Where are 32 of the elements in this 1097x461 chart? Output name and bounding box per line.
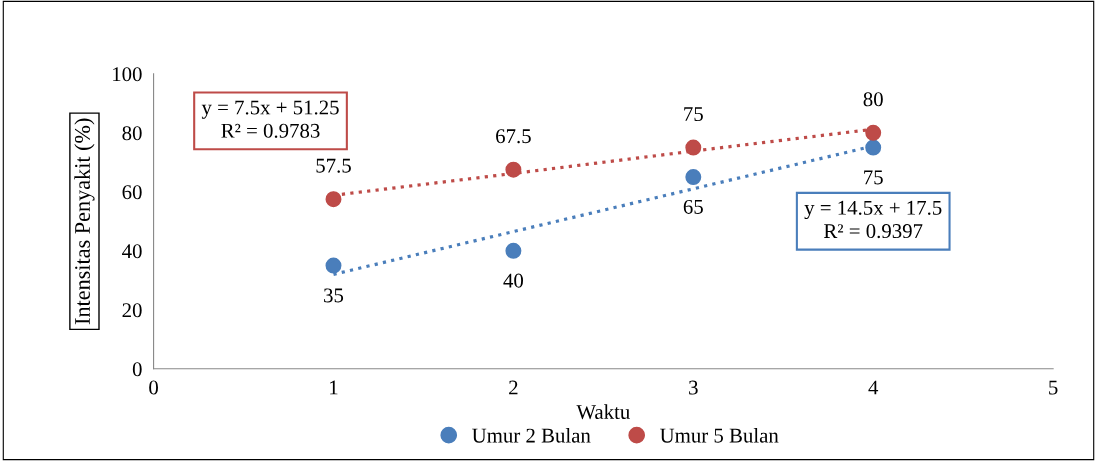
x-tick-label: 1: [330, 380, 338, 395]
y-tick-label: 60: [122, 185, 142, 200]
point: [865, 124, 882, 141]
data-label: 75: [864, 170, 883, 185]
data-label: 67.5: [496, 129, 531, 144]
y-tick-label: 40: [122, 244, 142, 259]
data-label: 75: [684, 107, 703, 122]
data-label: 80: [863, 92, 883, 107]
x-tick-label: 3: [689, 380, 698, 395]
y-axis-title: Intensitas Penyakit (%): [74, 118, 95, 325]
data-label: 65: [683, 199, 703, 214]
y-tick-label: 0: [132, 362, 142, 377]
x-tick-label: 5: [1049, 380, 1058, 395]
point: [325, 257, 342, 274]
data-label: 57.5: [316, 158, 351, 173]
annotation: y = 14.5x + 17.5 R² = 0.9397: [804, 200, 942, 239]
point: [325, 191, 342, 208]
legend-label: Umur 5 Bulan: [660, 427, 779, 443]
x-tick-label: 0: [149, 380, 158, 395]
x-tick-label: 4: [868, 380, 879, 395]
y-tick-label: 100: [113, 67, 142, 82]
point: [505, 242, 522, 259]
legend-label: Umur 2 Bulan: [472, 427, 591, 443]
point: [685, 169, 702, 186]
y-tick-label: 20: [122, 303, 142, 318]
point: [865, 139, 882, 156]
x-axis-title: Waktu: [576, 404, 630, 420]
data-label: 35: [324, 288, 344, 303]
y-tick-label: 80: [122, 126, 142, 141]
x-tick-label: 2: [509, 380, 518, 395]
data-label: 40: [503, 273, 524, 288]
annotation: y = 7.5x + 51.25 R² = 0.9783: [201, 100, 339, 138]
